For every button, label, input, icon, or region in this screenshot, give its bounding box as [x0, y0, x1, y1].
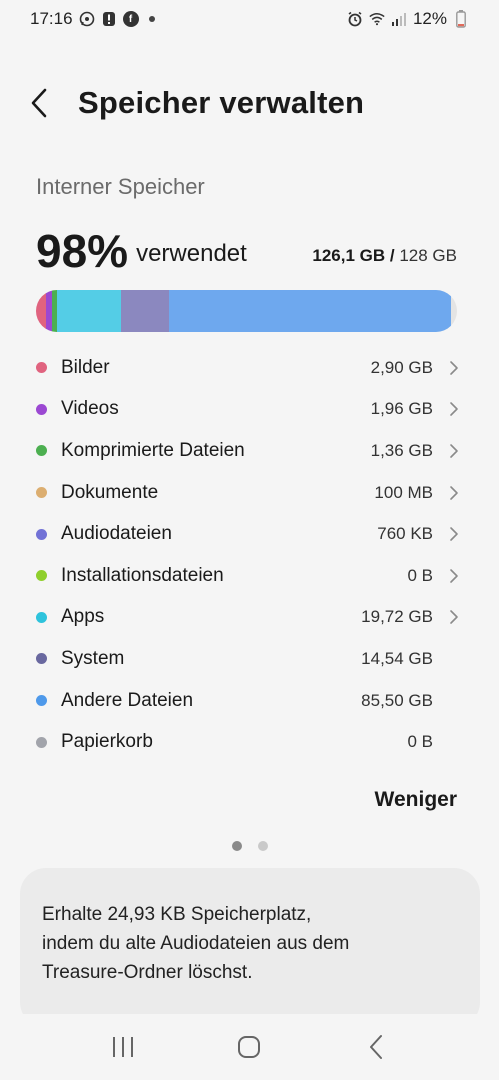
page-title: Speicher verwalten — [78, 85, 365, 120]
battery-icon — [453, 10, 469, 28]
wifi-icon — [369, 11, 385, 27]
tip-text: Erhalte 24,93 KB Speicherplatz, indem du… — [42, 904, 350, 983]
category-row[interactable]: Bilder 2,90 GB — [36, 347, 459, 389]
category-label: Andere Dateien — [61, 689, 194, 711]
category-color-dot — [36, 445, 47, 457]
category-label: Papierkorb — [61, 731, 153, 753]
home-icon — [238, 1036, 261, 1058]
less-button[interactable]: Weniger — [374, 788, 457, 811]
capacity-separator: / — [389, 246, 395, 265]
category-color-dot — [36, 403, 47, 415]
category-size: 14,54 GB — [361, 648, 433, 668]
category-color-dot — [36, 362, 47, 374]
chevron-left-icon — [31, 88, 47, 118]
chevron-right-icon — [439, 485, 459, 501]
storage-bar-segment — [56, 290, 122, 332]
category-color-dot — [36, 695, 47, 707]
recent-apps-icon — [113, 1037, 134, 1057]
status-bar: 17:16 f 12% — [0, 0, 499, 38]
chevron-right-icon — [439, 568, 459, 584]
category-row: Andere Dateien 85,50 GB — [36, 680, 459, 722]
status-left: 17:16 f — [30, 9, 155, 29]
category-color-dot — [36, 570, 47, 582]
category-label: Audiodateien — [61, 523, 172, 545]
status-right: 12% — [347, 9, 469, 29]
capacity-readout: 126,1 GB / 128 GB — [312, 246, 457, 266]
category-color-dot — [36, 736, 47, 748]
alarm-icon — [347, 11, 363, 27]
category-color-dot — [36, 653, 47, 665]
category-size: 19,72 GB — [361, 607, 433, 627]
storage-usage-bar — [36, 290, 457, 332]
chevron-right-icon — [439, 526, 459, 542]
category-label: System — [61, 647, 125, 669]
signal-icon — [391, 11, 407, 27]
nav-back-button[interactable] — [346, 1025, 406, 1069]
storage-bar-segment — [51, 290, 57, 332]
chevron-right-icon — [439, 401, 459, 417]
category-row[interactable]: Apps 19,72 GB — [36, 597, 459, 639]
whatsapp-icon — [79, 11, 95, 27]
battery-percent: 12% — [412, 9, 447, 28]
category-size: 760 KB — [377, 524, 433, 544]
home-button[interactable] — [219, 1025, 279, 1069]
back-button[interactable] — [30, 83, 60, 123]
page-indicator — [0, 841, 499, 851]
category-label: Komprimierte Dateien — [61, 439, 245, 461]
section-label: Interner Speicher — [36, 174, 205, 199]
total-amount: 128 GB — [399, 246, 457, 265]
storage-bar-segment — [121, 290, 170, 332]
tip-card[interactable]: Erhalte 24,93 KB Speicherplatz, indem du… — [20, 868, 480, 1028]
category-color-dot — [36, 611, 47, 623]
category-label: Videos — [61, 398, 119, 420]
category-list: Bilder 2,90 GB Videos 1,96 GB Komprimierte D… — [36, 347, 459, 763]
category-row[interactable]: Audiodateien 760 KB — [36, 513, 459, 555]
category-size: 1,96 GB — [370, 399, 433, 419]
category-label: Apps — [61, 606, 105, 628]
category-row[interactable]: Installationsdateien 0 B — [36, 555, 459, 597]
clock: 17:16 — [30, 9, 73, 28]
category-row[interactable]: Videos 1,96 GB — [36, 389, 459, 431]
storage-bar-segment — [169, 290, 451, 332]
used-percent: 98% — [36, 225, 129, 277]
category-label: Dokumente — [61, 481, 159, 503]
chevron-right-icon — [439, 360, 459, 376]
alert-icon — [101, 11, 117, 27]
chevron-right-icon — [439, 609, 459, 625]
category-size: 0 B — [407, 732, 433, 752]
navigation-bar — [0, 1014, 499, 1080]
header: Speicher verwalten — [30, 78, 469, 128]
category-size: 100 MB — [374, 482, 433, 502]
chevron-right-icon — [439, 443, 459, 459]
storage-bar-segment — [45, 290, 52, 332]
usage-summary: 98% verwendet 126,1 GB / 128 GB — [36, 218, 457, 274]
category-size: 1,36 GB — [370, 440, 433, 460]
used-word: verwendet — [136, 240, 247, 267]
category-color-dot — [36, 487, 47, 499]
back-icon — [369, 1035, 382, 1059]
used-amount: 126,1 GB — [312, 246, 386, 265]
category-row[interactable]: Dokumente 100 MB — [36, 472, 459, 514]
category-label: Bilder — [61, 356, 110, 378]
category-row: System 14,54 GB — [36, 638, 459, 680]
category-label: Installationsdateien — [61, 564, 224, 586]
category-size: 2,90 GB — [370, 357, 433, 377]
category-row: Papierkorb 0 B — [36, 721, 459, 763]
notification-dot-icon — [148, 16, 155, 22]
pager-dot[interactable] — [231, 841, 242, 851]
storage-bar-segment — [36, 290, 46, 332]
pager-dot[interactable] — [257, 841, 268, 851]
recent-apps-button[interactable] — [93, 1025, 153, 1069]
facebook-icon: f — [122, 11, 139, 27]
category-color-dot — [36, 528, 47, 540]
category-size: 85,50 GB — [361, 690, 433, 710]
category-row[interactable]: Komprimierte Dateien 1,36 GB — [36, 430, 459, 472]
category-size: 0 B — [407, 565, 433, 585]
